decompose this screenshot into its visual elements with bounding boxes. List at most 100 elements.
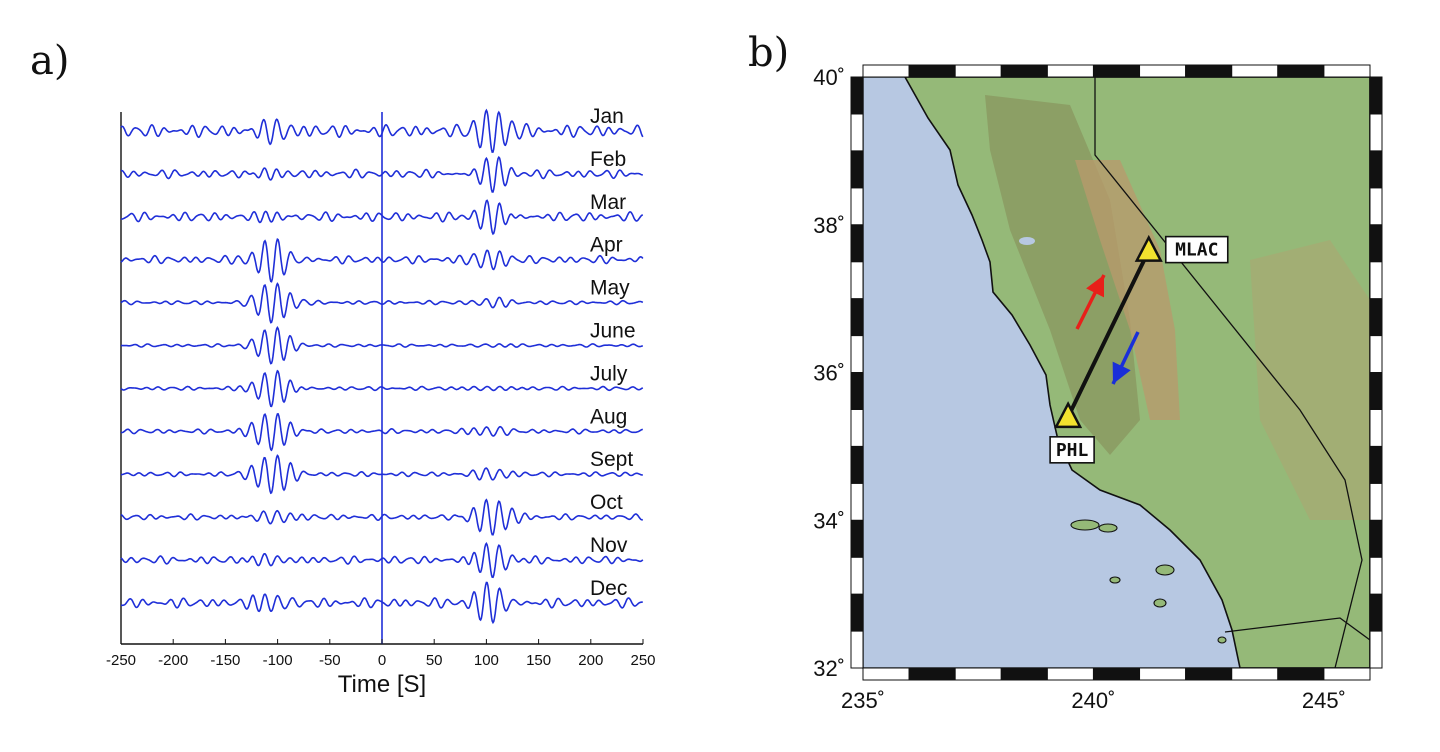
lake <box>1019 237 1035 245</box>
month-label: June <box>590 320 636 343</box>
frame-segment <box>1185 667 1233 681</box>
month-label: May <box>590 277 630 300</box>
trace-july <box>120 369 644 408</box>
lon-tick-label: 245˚ <box>1302 688 1346 713</box>
frame-segment <box>1092 64 1141 78</box>
frame-segment <box>1369 187 1383 226</box>
lat-tick-label: 36˚ <box>813 361 845 386</box>
frame-segment <box>1000 64 1048 78</box>
month-label: Apr <box>590 234 623 257</box>
frame-segment <box>1231 667 1279 681</box>
frame-segment <box>1369 408 1383 447</box>
waveform-chart: JanFebMarAprMayJuneJulyAugSeptOctNovDec … <box>106 105 656 698</box>
x-tick-label: 0 <box>378 652 386 669</box>
country-border <box>1224 617 1370 641</box>
frame-segment <box>850 187 864 226</box>
frame-segment <box>850 556 864 595</box>
x-tick-label: -50 <box>319 652 341 669</box>
frame-segment <box>850 445 864 484</box>
frame-segment <box>1369 372 1383 410</box>
frame-segment <box>1369 519 1383 558</box>
frame-segment <box>1000 667 1048 681</box>
frame-segment <box>1323 667 1371 681</box>
frame-segment <box>850 630 864 669</box>
x-tick-label: -100 <box>263 652 293 669</box>
frame-segment <box>850 224 864 263</box>
station-marker-mlac <box>1134 234 1163 262</box>
x-tick-label: 100 <box>474 652 499 669</box>
trace-aug <box>120 413 643 452</box>
month-label: Aug <box>590 405 627 428</box>
frame-segment <box>1369 298 1383 337</box>
lat-tick-label: 34˚ <box>813 508 845 533</box>
frame-segment <box>908 64 956 78</box>
trace-apr <box>120 238 644 283</box>
month-label: Jan <box>590 105 624 128</box>
frame-segment <box>850 261 864 300</box>
basin-range <box>1250 240 1370 520</box>
trace-oct <box>120 498 643 536</box>
frame-segment <box>1185 64 1233 78</box>
x-tick-label: -200 <box>158 652 188 669</box>
trace-nov <box>120 542 644 579</box>
month-label: July <box>590 362 628 385</box>
frame-segment <box>850 335 864 373</box>
frame-segment <box>908 667 956 681</box>
frame-segment <box>850 372 864 410</box>
frame-segment <box>1139 667 1187 681</box>
island <box>1070 519 1100 531</box>
month-label: Mar <box>590 191 626 214</box>
lat-tick-label: 38˚ <box>813 213 845 238</box>
island <box>1217 636 1227 644</box>
x-tick-label: 150 <box>526 652 551 669</box>
frame-segment <box>850 113 864 152</box>
frame-segment <box>1369 76 1383 115</box>
frame-segment <box>850 76 864 115</box>
frame-segment <box>1369 445 1383 484</box>
trace-dec <box>120 581 643 625</box>
month-label: Sept <box>590 448 633 471</box>
x-tick-label: 200 <box>578 652 603 669</box>
frame-segment <box>1369 593 1383 632</box>
frame-segment <box>1369 150 1383 189</box>
frame-segment <box>1369 261 1383 300</box>
frame-segment <box>850 408 864 447</box>
panel-a-label: a) <box>30 38 70 84</box>
station-label: MLAC <box>1175 240 1218 261</box>
frame-segment <box>862 667 910 681</box>
island <box>1155 564 1175 576</box>
island <box>1109 576 1121 584</box>
x-tick-label: 50 <box>426 652 443 669</box>
lat-tick-label: 32˚ <box>813 656 845 681</box>
lat-tick-label: 40˚ <box>813 65 845 90</box>
lon-tick-label: 235˚ <box>841 688 885 713</box>
frame-segment <box>1277 64 1325 78</box>
frame-segment <box>850 150 864 189</box>
station-label-box <box>1049 436 1095 464</box>
frame-segment <box>850 519 864 558</box>
trace-mar <box>121 199 644 236</box>
frame-segment <box>850 482 864 521</box>
x-tick-label: -250 <box>106 652 136 669</box>
frame-segment <box>1046 64 1094 78</box>
trace-sept <box>120 454 643 495</box>
frame-segment <box>1369 113 1383 152</box>
frame-segment <box>1277 667 1325 681</box>
frame-segment <box>1369 556 1383 595</box>
station-label: PHL <box>1056 440 1089 461</box>
station-marker-phl <box>1054 401 1083 429</box>
month-label: Nov <box>590 534 628 557</box>
island <box>1153 598 1167 608</box>
arrow-backward-head <box>1112 361 1131 384</box>
frame-segment <box>1369 482 1383 521</box>
frame-segment <box>850 593 864 632</box>
frame-segment <box>1323 64 1371 78</box>
frame-segment <box>954 667 1002 681</box>
arrow-forward-head <box>1086 275 1104 298</box>
trace-june <box>120 325 644 365</box>
station-path <box>1066 249 1151 418</box>
trace-feb <box>120 155 643 193</box>
frame-segment <box>1369 224 1383 263</box>
x-tick-label: -150 <box>210 652 240 669</box>
